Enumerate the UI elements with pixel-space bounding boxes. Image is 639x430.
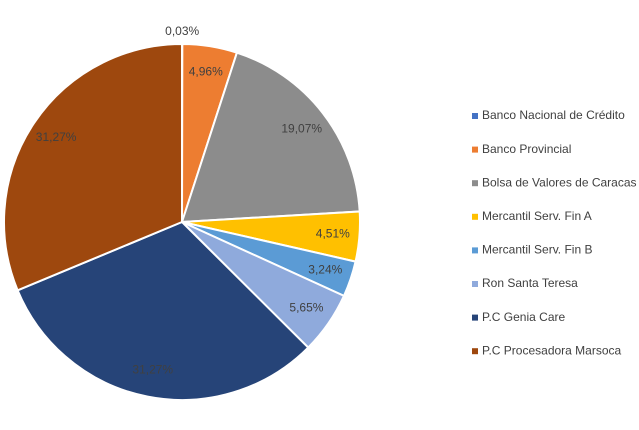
data-label: 3,24% [308,263,342,277]
legend-label: Mercantil Serv. Fin A [482,209,592,223]
legend-marker [472,180,478,187]
legend-label: Banco Nacional de Crédito [482,108,625,122]
data-label: 4,96% [189,65,223,79]
legend-marker [472,348,478,355]
legend-marker [472,146,478,153]
legend-label: P.C Genia Care [482,310,565,324]
pie-slice [180,51,361,224]
data-label: 31,27% [36,130,77,144]
data-label: 5,65% [289,300,323,314]
data-label: 19,07% [281,122,322,136]
pie-slice [3,42,183,292]
legend-label: Ron Santa Teresa [482,276,578,290]
legend-marker [472,213,478,220]
data-label: 31,27% [132,363,173,377]
legend-marker [472,247,478,254]
legend-marker [472,113,478,119]
legend-label: Bolsa de Valores de Caracas [482,175,637,189]
legend-marker [472,314,478,321]
data-label: 0,03% [165,24,199,38]
legend-label: Mercantil Serv. Fin B [482,243,592,257]
legend-marker [472,281,478,287]
legend-label: Banco Provincial [482,142,571,156]
legend-label: P.C Procesadora Marsoca [482,343,622,357]
pie-slice [16,220,310,401]
data-label: 4,51% [316,227,350,241]
